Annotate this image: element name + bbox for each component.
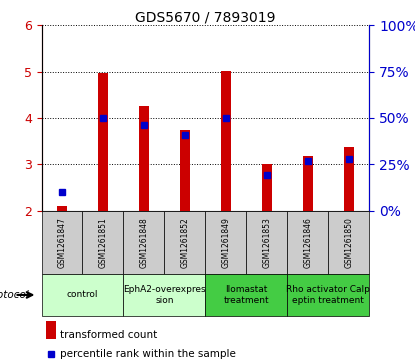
Title: GDS5670 / 7893019: GDS5670 / 7893019	[135, 10, 276, 24]
Text: Ilomastat
treatment: Ilomastat treatment	[224, 285, 269, 305]
Bar	[344, 147, 354, 211]
Bar	[303, 156, 313, 211]
Text: GSM1261847: GSM1261847	[58, 217, 66, 268]
Text: control: control	[67, 290, 98, 299]
Text: GSM1261848: GSM1261848	[139, 217, 149, 268]
Text: GSM1261853: GSM1261853	[262, 217, 271, 268]
Text: protocol: protocol	[0, 290, 29, 300]
Bar	[262, 164, 272, 211]
Bar	[57, 206, 67, 211]
Bar	[98, 73, 108, 211]
Text: GSM1261850: GSM1261850	[344, 217, 353, 268]
Text: EphA2-overexpres
sion: EphA2-overexpres sion	[123, 285, 206, 305]
Text: GSM1261852: GSM1261852	[181, 217, 189, 268]
Text: Rho activator Calp
eptin treatment: Rho activator Calp eptin treatment	[286, 285, 370, 305]
Bar	[139, 106, 149, 211]
Bar	[221, 71, 231, 211]
Text: GSM1261851: GSM1261851	[98, 217, 107, 268]
Bar	[180, 130, 190, 211]
Text: GSM1261846: GSM1261846	[303, 217, 312, 268]
Text: percentile rank within the sample: percentile rank within the sample	[60, 349, 236, 359]
Text: GSM1261849: GSM1261849	[222, 217, 230, 268]
Text: transformed count: transformed count	[60, 330, 157, 340]
